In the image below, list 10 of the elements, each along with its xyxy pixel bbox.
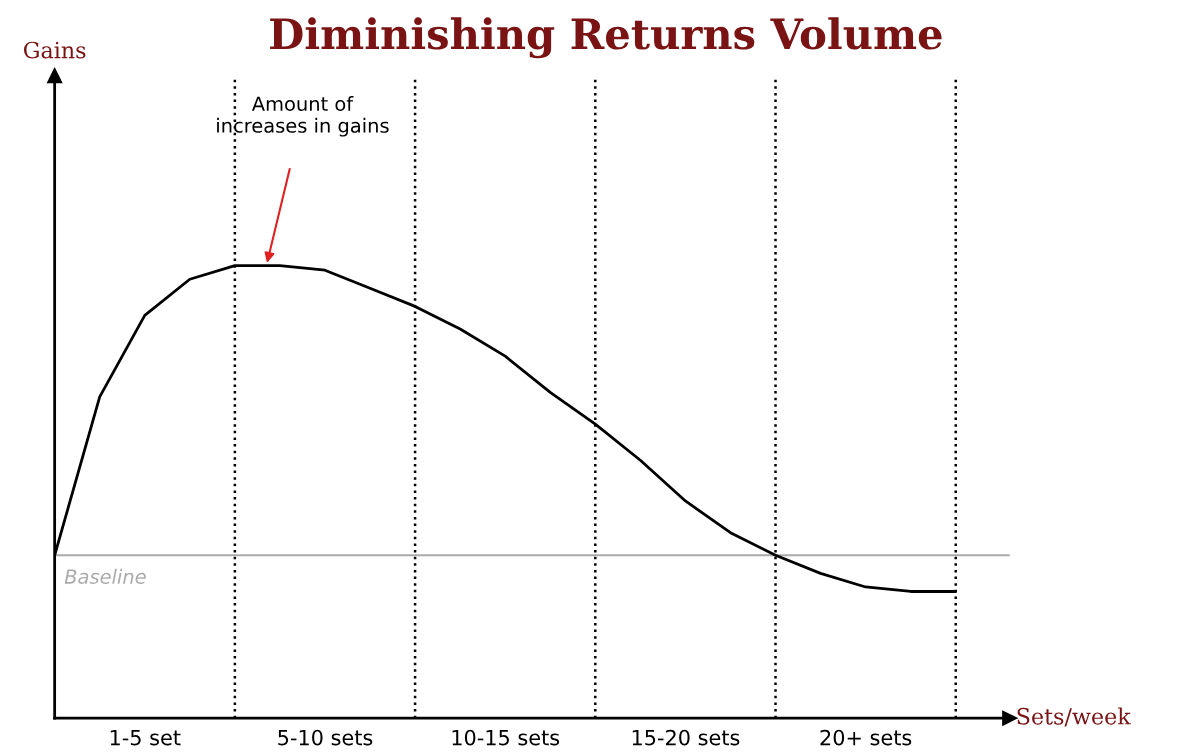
chart-title: Diminishing Returns Volume (270, 17, 942, 59)
x-tick-label: 10-15 sets (452, 729, 560, 746)
ref-line-label: Baseline (64, 568, 146, 584)
text: Gains (23, 41, 86, 59)
x-tick-label: 5-10 sets (278, 729, 373, 746)
x-tick-label: 20+ sets (820, 729, 912, 746)
text: Amount of increases in gains (217, 96, 389, 137)
x-tick-label: 1-5 set (110, 729, 181, 746)
x-tick-label: 15-20 sets (632, 729, 740, 746)
x-axis-title: Sets/week (1017, 707, 1131, 727)
